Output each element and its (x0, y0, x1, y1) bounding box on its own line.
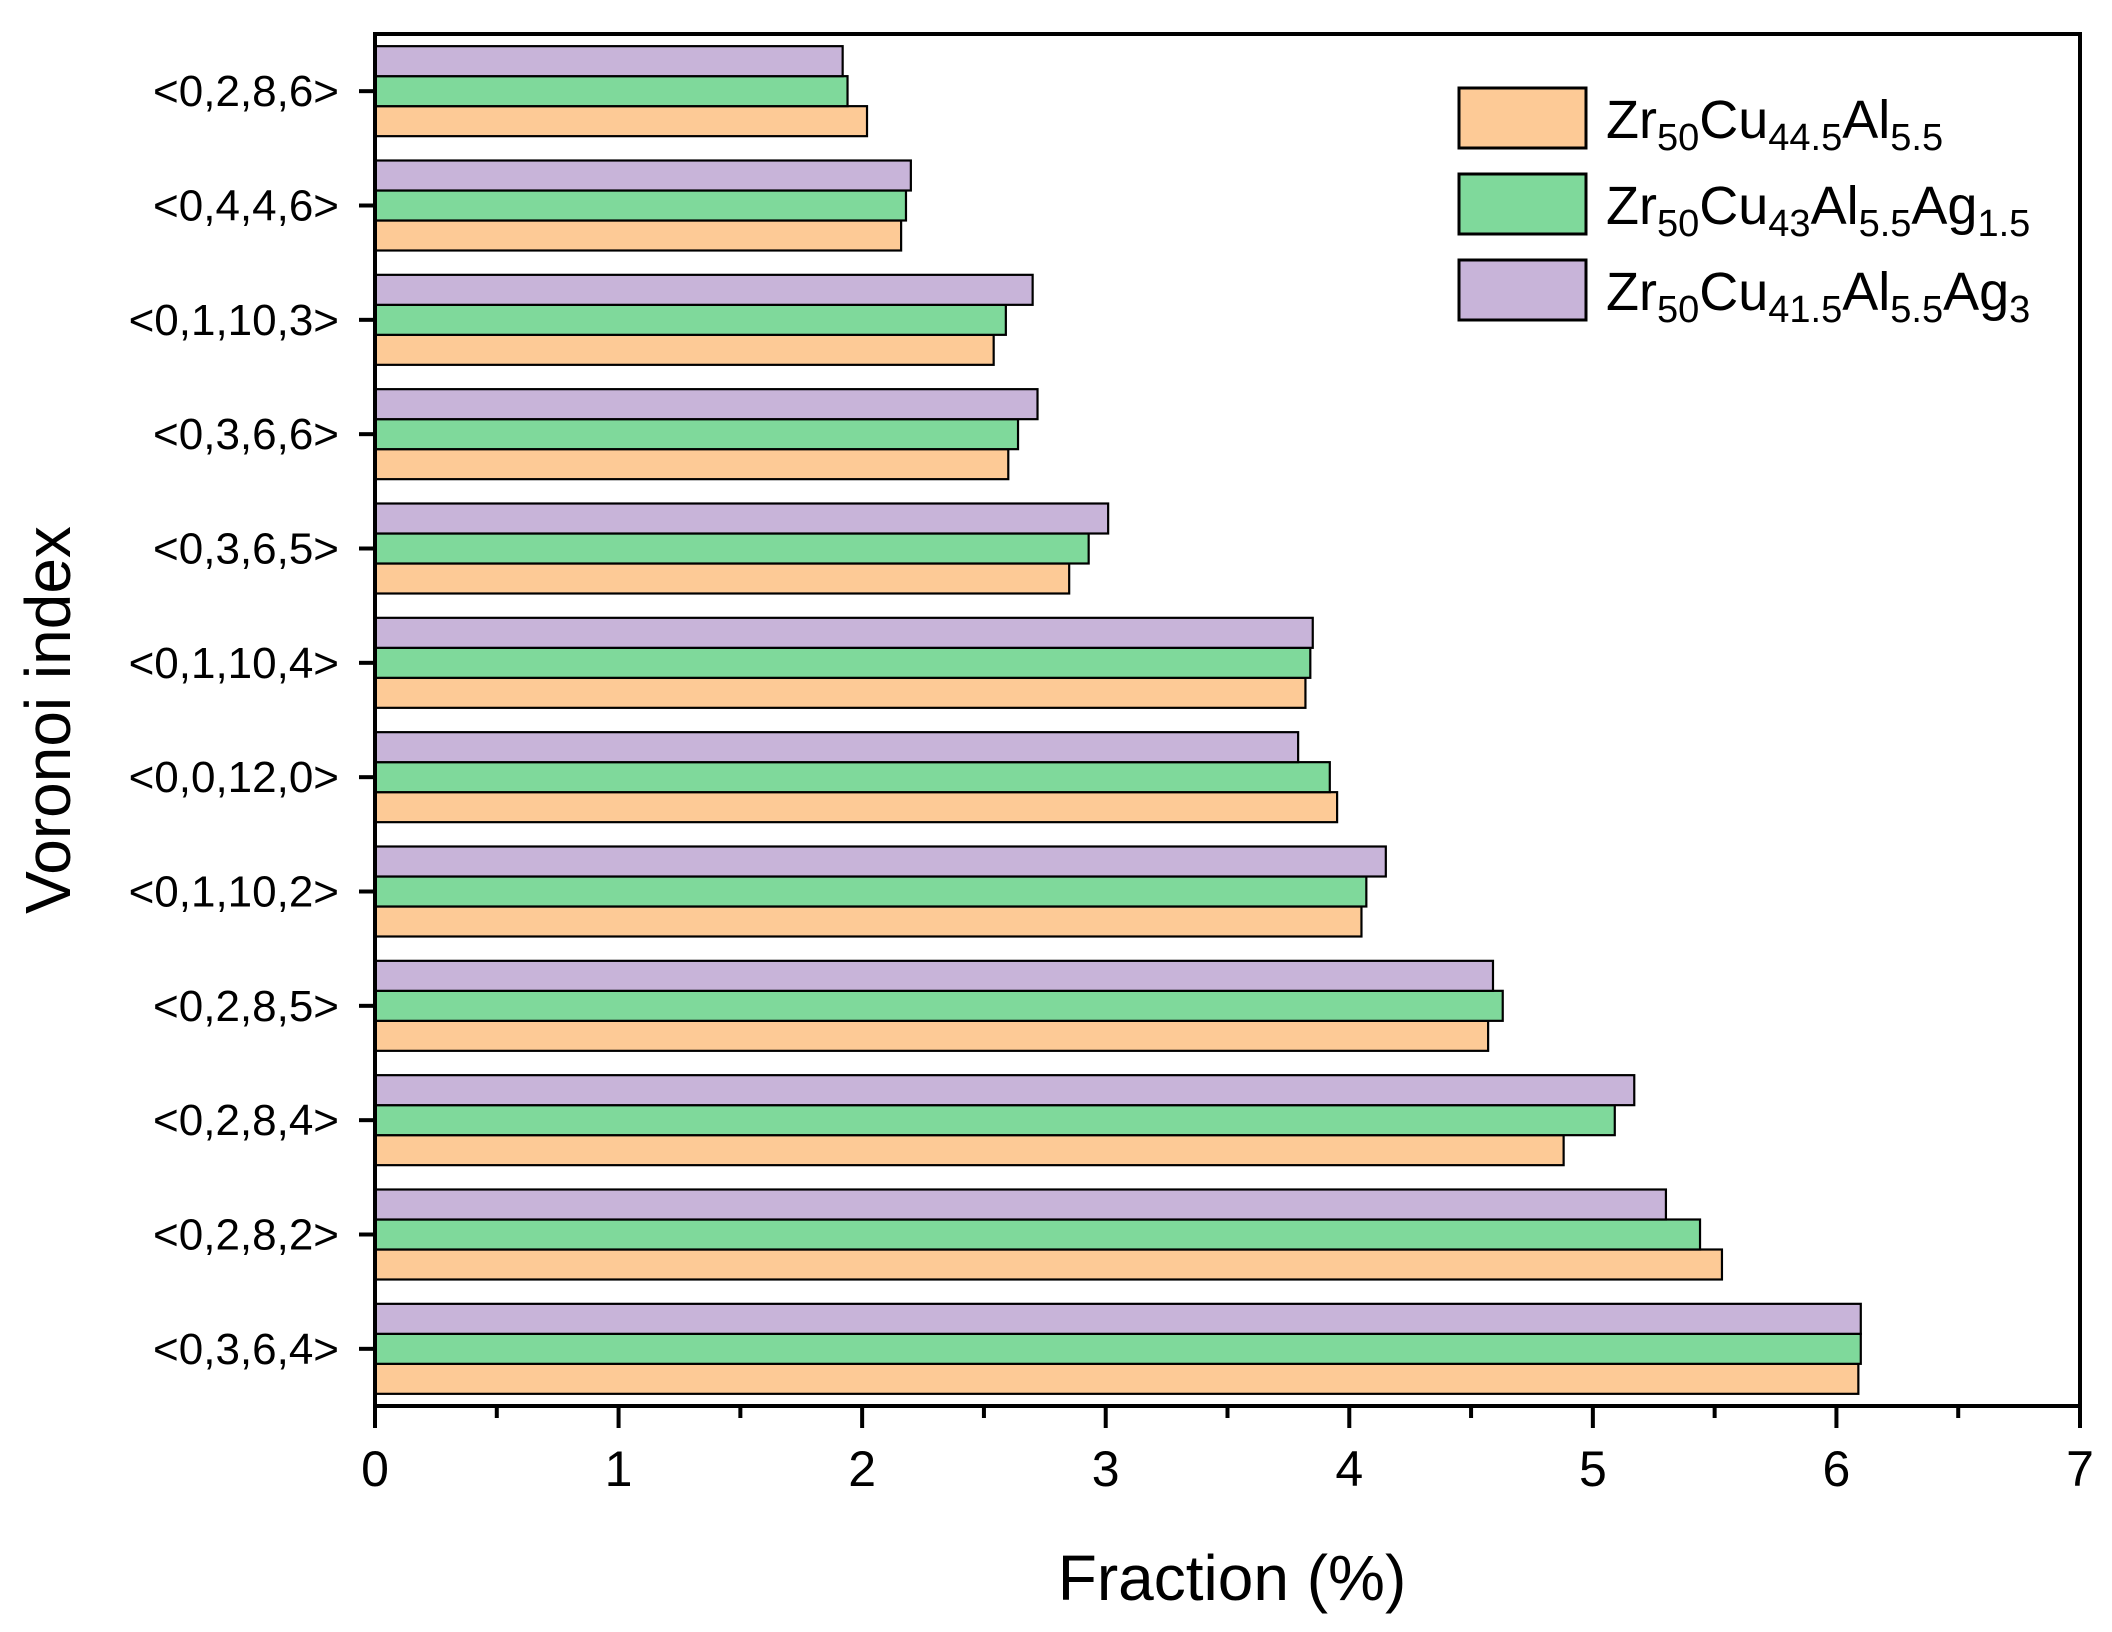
bar-0-2-8-5-series-2 (373, 989, 1504, 1022)
x-tick-label: 5 (1579, 1441, 1607, 1497)
bar-0-1-10-4-series-3 (373, 616, 1314, 649)
bar-0-3-6-6-series-1 (373, 448, 1010, 481)
y-tick-label: <0,3,6,6> (153, 410, 339, 459)
x-tick-label: 2 (848, 1441, 876, 1497)
legend-label: Zr50Cu44.5Al5.5 (1606, 90, 1943, 159)
legend-swatch (1457, 172, 1588, 236)
bar-0-3-6-4-series-1 (373, 1362, 1860, 1395)
bar-0-3-6-5-series-3 (373, 502, 1110, 535)
bar-0-2-8-4-series-2 (373, 1104, 1616, 1137)
bar-0-4-4-6-series-3 (373, 159, 912, 192)
bar-0-3-6-5-series-2 (373, 532, 1090, 565)
y-tick-label: <0,3,6,4> (153, 1325, 339, 1374)
y-tick-label: <0,1,10,4> (129, 639, 339, 688)
bar-0-1-10-3-series-2 (373, 303, 1007, 336)
ticks-layer: <0,2,8,6> <0,4,4,6> <0,1,10,3> <0,3,6,6> <0,… (129, 67, 2094, 1497)
x-tick-label: 6 (1823, 1441, 1851, 1497)
bar-0-2-8-5-series-3 (373, 959, 1495, 992)
bar-0-2-8-6-series-2 (373, 75, 849, 108)
bar-0-3-6-6-series-2 (373, 418, 1020, 451)
bar-0-2-8-4-series-3 (373, 1074, 1636, 1107)
legend-label: Zr50Cu43Al5.5Ag1.5 (1606, 176, 2030, 245)
x-tick-label: 7 (2066, 1441, 2094, 1497)
y-tick-label: <0,2,8,6> (153, 67, 339, 116)
bar-0-2-8-6-series-1 (373, 105, 869, 138)
x-tick-label: 4 (1335, 1441, 1363, 1497)
bar-0-3-6-6-series-3 (373, 388, 1039, 421)
bar-0-3-6-4-series-3 (373, 1302, 1862, 1335)
bar-0-1-10-3-series-3 (373, 273, 1034, 306)
bar-0-1-10-4-series-2 (373, 646, 1312, 679)
y-tick-label: <0,1,10,2> (129, 868, 339, 917)
bar-0-1-10-2-series-2 (373, 875, 1368, 908)
bar-0-3-6-5-series-1 (373, 562, 1071, 595)
x-axis-label: Fraction (%) (1058, 1542, 1407, 1614)
bar-0-0-12-0-series-3 (373, 731, 1300, 764)
bar-0-2-8-2-series-2 (373, 1218, 1702, 1251)
bar-0-1-10-2-series-1 (373, 905, 1363, 938)
y-tick-label: <0,2,8,5> (153, 982, 339, 1031)
bar-0-2-8-2-series-3 (373, 1188, 1668, 1221)
y-tick-label: <0,0,12,0> (129, 753, 339, 802)
bar-0-1-10-4-series-1 (373, 676, 1307, 709)
legend-swatch (1457, 86, 1588, 150)
x-tick-label: 3 (1092, 1441, 1120, 1497)
bar-0-3-6-4-series-2 (373, 1332, 1862, 1365)
legend: Zr50Cu44.5Al5.5 Zr50Cu43Al5.5Ag1.5 Zr50Cu4… (1457, 86, 2030, 331)
bars-layer (373, 45, 1862, 1395)
y-axis-label: Voronoi index (12, 526, 84, 914)
bar-0-2-8-2-series-1 (373, 1248, 1724, 1281)
legend-label: Zr50Cu41.5Al5.5Ag3 (1606, 262, 2030, 331)
y-tick-label: <0,2,8,4> (153, 1096, 339, 1145)
y-tick-label: <0,4,4,6> (153, 182, 339, 231)
x-tick-label: 0 (361, 1441, 389, 1497)
bar-0-1-10-2-series-3 (373, 845, 1387, 878)
y-tick-label: <0,1,10,3> (129, 296, 339, 345)
bar-0-0-12-0-series-1 (373, 791, 1339, 824)
legend-swatch (1457, 258, 1588, 322)
y-tick-label: <0,3,6,5> (153, 525, 339, 574)
bar-0-0-12-0-series-2 (373, 761, 1331, 794)
bar-0-4-4-6-series-2 (373, 189, 908, 222)
bar-0-2-8-5-series-1 (373, 1019, 1490, 1052)
x-tick-label: 1 (605, 1441, 633, 1497)
bar-0-4-4-6-series-1 (373, 219, 903, 252)
bar-0-1-10-3-series-1 (373, 333, 995, 366)
y-tick-label: <0,2,8,2> (153, 1211, 339, 1260)
bar-0-2-8-6-series-3 (373, 45, 844, 78)
bar-0-2-8-4-series-1 (373, 1134, 1565, 1167)
